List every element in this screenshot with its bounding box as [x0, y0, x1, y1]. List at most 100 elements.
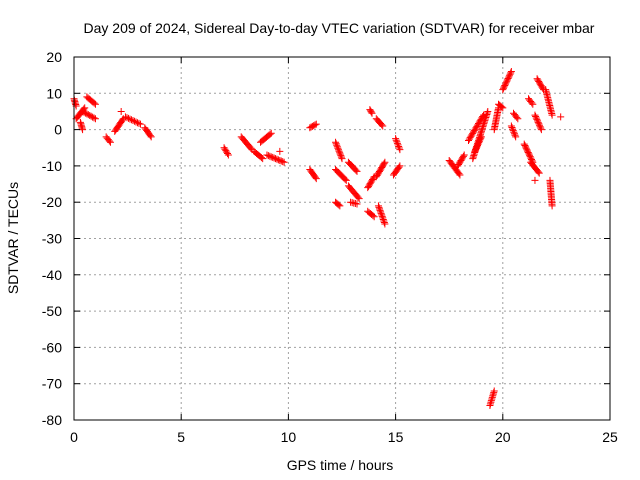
data-point	[476, 136, 484, 144]
data-point	[498, 103, 506, 111]
data-point	[376, 206, 384, 214]
data-point	[146, 132, 154, 140]
data-point	[311, 173, 319, 181]
data-point	[353, 167, 361, 175]
data-point	[84, 111, 92, 119]
data-point	[334, 144, 342, 152]
x-tick-label: 10	[281, 429, 297, 445]
data-point	[79, 107, 87, 115]
data-point	[86, 111, 94, 119]
data-point	[224, 150, 232, 158]
x-tick-label: 15	[388, 429, 404, 445]
data-point	[472, 144, 480, 152]
data-point	[353, 200, 361, 208]
data-point	[511, 131, 519, 139]
data-point	[147, 133, 155, 141]
data-point	[79, 126, 87, 134]
data-point	[456, 171, 464, 179]
data-point	[510, 130, 518, 138]
data-point	[380, 217, 388, 225]
data-point	[81, 109, 89, 117]
data-point	[474, 142, 482, 150]
data-point	[529, 100, 537, 108]
y-tick-label: 10	[46, 85, 62, 101]
data-point	[336, 149, 344, 157]
data-point	[81, 104, 89, 112]
y-tick-label: -10	[42, 158, 62, 174]
data-point	[272, 155, 280, 163]
x-tick-label: 20	[495, 429, 511, 445]
data-point	[367, 108, 375, 116]
data-point	[477, 134, 485, 142]
data-point	[508, 124, 516, 132]
data-point	[267, 129, 275, 137]
data-point	[539, 84, 547, 92]
data-point	[534, 168, 542, 176]
data-point	[507, 68, 515, 76]
data-point	[548, 111, 556, 119]
data-point	[510, 128, 518, 136]
data-point	[534, 117, 542, 125]
data-point	[368, 109, 376, 117]
data-point	[393, 138, 401, 146]
data-point	[269, 153, 277, 161]
y-tick-label: -80	[42, 412, 62, 428]
data-point	[537, 126, 545, 134]
data-point	[392, 136, 400, 144]
data-point	[130, 117, 138, 125]
x-tick-label: 5	[177, 429, 185, 445]
y-tick-label: -40	[42, 267, 62, 283]
data-point	[507, 122, 515, 130]
data-point	[376, 205, 384, 213]
data-point	[270, 154, 278, 162]
y-tick-label: -30	[42, 231, 62, 247]
data-point	[472, 146, 480, 154]
data-point	[535, 121, 543, 129]
data-point	[221, 145, 229, 153]
y-tick-label: -60	[42, 339, 62, 355]
data-point	[273, 155, 281, 163]
data-point	[266, 152, 274, 160]
data-point	[333, 141, 341, 149]
data-point	[121, 113, 129, 121]
data-point	[136, 120, 144, 128]
data-point	[266, 130, 274, 138]
data-point	[392, 135, 400, 143]
data-point	[377, 209, 385, 217]
data-point	[312, 175, 320, 183]
data-point	[222, 147, 230, 155]
data-point	[532, 114, 540, 122]
data-point	[378, 212, 386, 220]
data-point	[455, 170, 463, 178]
data-point	[378, 121, 386, 129]
data-point	[263, 151, 271, 159]
x-tick-label: 25	[602, 429, 618, 445]
data-point	[220, 144, 228, 152]
data-point	[267, 153, 275, 161]
data-point	[475, 139, 483, 147]
data-point	[460, 151, 468, 159]
data-point	[394, 141, 402, 149]
data-point	[80, 108, 88, 116]
data-point	[335, 147, 343, 155]
data-point	[474, 140, 482, 148]
data-point	[276, 147, 284, 155]
data-point	[135, 119, 143, 127]
data-point	[374, 202, 382, 210]
data-point	[259, 155, 267, 163]
data-point	[396, 146, 404, 154]
data-point	[507, 69, 515, 77]
data-point	[332, 138, 340, 146]
data-point	[514, 115, 522, 123]
data-point	[106, 138, 114, 146]
data-point	[312, 120, 320, 128]
data-point	[509, 127, 517, 135]
data-point	[528, 99, 536, 107]
axis-ticks: 0 5 10 15 20 25 20 10 0 -10 -20 -30 -40 -50 -60 -70 -80	[42, 49, 618, 445]
data-point	[336, 202, 344, 210]
data-point	[90, 99, 98, 107]
data-point	[459, 152, 467, 160]
data-point	[369, 174, 377, 182]
data-point	[537, 124, 545, 132]
y-tick-label: -20	[42, 194, 62, 210]
